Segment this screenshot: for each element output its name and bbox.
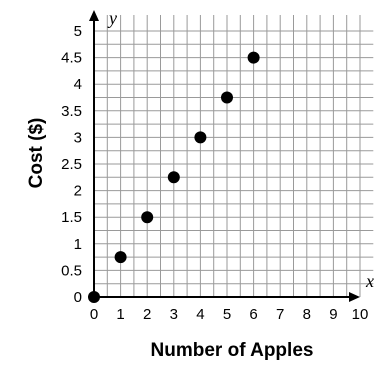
x-axis-title: Number of Apples [151, 340, 314, 361]
x-tick-label: 9 [329, 306, 337, 323]
x-tick-label: 8 [303, 306, 311, 323]
data-point [247, 51, 260, 64]
y-tick-label: 0.5 [61, 262, 82, 279]
y-tick-label: 4 [74, 76, 82, 93]
y-axis-arrowhead [89, 10, 99, 21]
y-tick-label: 1.5 [61, 209, 82, 226]
x-tick-label: 1 [116, 306, 124, 323]
data-point [88, 291, 100, 303]
y-axis-letter: y [107, 8, 117, 28]
y-tick-label: 4.5 [61, 50, 82, 67]
data-points [88, 51, 260, 303]
x-tick-label: 2 [143, 306, 151, 323]
data-point [194, 131, 207, 144]
x-tick-label: 6 [249, 306, 257, 323]
x-tick-label: 7 [276, 306, 284, 323]
x-axis-arrowhead [349, 292, 360, 302]
x-tick-label: 5 [223, 306, 231, 323]
x-tick-label: 3 [170, 306, 178, 323]
gridlines [94, 15, 374, 297]
y-tick-label: 2 [74, 183, 82, 200]
y-tick-label: 0 [74, 289, 82, 306]
x-axis-letter: x [365, 271, 374, 291]
data-point [221, 91, 233, 104]
x-tick-label: 4 [196, 306, 204, 323]
y-tick-label: 3.5 [61, 103, 82, 120]
y-axis-title: Cost ($) [26, 118, 47, 189]
y-tick-label: 1 [74, 236, 82, 253]
y-tick-label: 3 [74, 129, 82, 146]
axes: x y [89, 8, 374, 302]
y-tick-labels: 0 0.5 1 1.5 2 2.5 3 3.5 4 4.5 5 [61, 23, 82, 306]
y-tick-label: 5 [74, 23, 82, 40]
y-tick-label: 2.5 [61, 156, 82, 173]
data-point [167, 171, 180, 184]
x-tick-label: 10 [352, 306, 369, 323]
x-tick-labels: 0 1 2 3 4 5 6 7 8 9 10 [90, 306, 369, 323]
x-tick-label: 0 [90, 306, 98, 323]
data-point [141, 211, 154, 224]
data-point [114, 251, 127, 264]
